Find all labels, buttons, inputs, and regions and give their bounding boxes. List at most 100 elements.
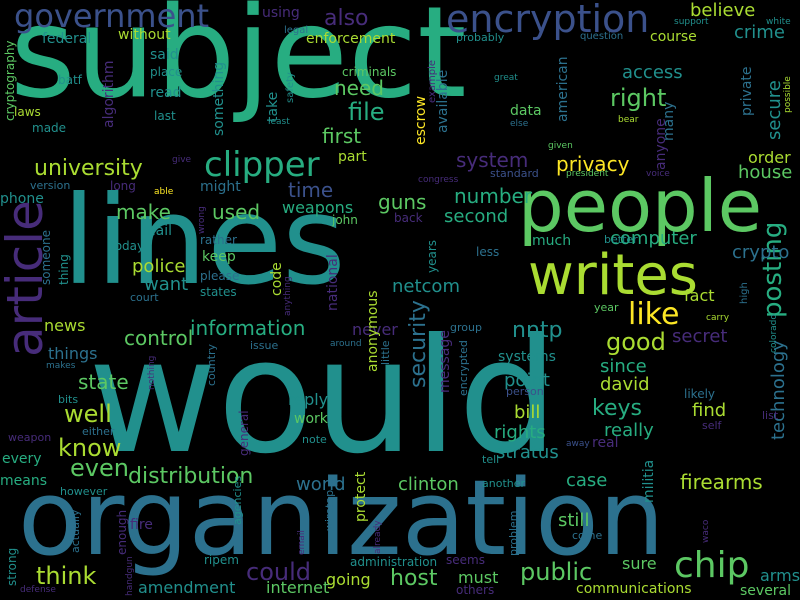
word-standard: standard [490,167,539,180]
word-point: point [504,370,550,391]
word-person: person [506,385,544,398]
word-crypto: crypto [732,242,790,263]
word-need: need [334,76,384,100]
word-weapon: weapon [8,431,52,444]
word-given: given [548,141,573,151]
word-legal: legal [284,25,309,36]
word-work: work [294,411,328,427]
word-said: said [150,47,179,63]
word-state: state [78,370,129,394]
word-right: right [610,84,667,112]
word-around: around [330,339,362,349]
word-american: american [555,56,571,122]
word-writes: writes [528,243,698,308]
word-host: host [390,566,438,591]
word-white: white [766,17,791,27]
word-voice: voice [646,169,670,179]
word-someone: someone [39,230,53,285]
word-handgun: handgun [125,556,135,596]
word-know: know [58,434,122,462]
word-militia: militia [641,460,657,504]
word-first: first [322,124,362,148]
word-rather: rather [200,233,237,247]
word-actually: actually [69,510,82,554]
word-come: come [572,529,603,542]
word-seems: seems [446,553,485,567]
word-like: like [628,297,680,332]
word-less: less [476,245,500,259]
word-without: without [118,27,171,43]
word-chip: chip [674,545,750,586]
word-private: private [739,66,755,116]
word-guns: guns [378,190,427,214]
word-ripem: ripem [204,553,239,567]
word-another: another [482,477,526,490]
word-administration: administration [350,555,438,569]
word-wiretap: wiretap [323,490,336,532]
word-probably: probably [456,31,505,44]
word-public: public [520,558,593,586]
word-since: since [600,356,647,377]
word-able: able [154,187,174,197]
word-anonymous: anonymous [365,290,381,372]
word-news: news [44,316,86,335]
word-system: system [456,148,529,172]
word-waco: waco [701,520,711,544]
word-course: course [650,29,697,45]
word-court: court [130,291,159,304]
word-question: question [580,31,624,42]
word-access: access [622,62,683,83]
word-something: something [211,62,227,137]
word-control: control [124,326,194,350]
word-note: note [302,433,327,446]
word-rights: rights [494,422,546,443]
word-posting: posting [758,222,788,319]
word-example: example [427,60,438,104]
word-weapons: weapons [282,198,354,217]
word-wrong: wrong [197,206,207,234]
word-house: house [738,162,793,183]
word-firearms: firearms [680,470,763,494]
word-information: information [190,316,306,340]
word-even: even [70,454,129,482]
word-privacy: privacy [556,152,630,176]
word-version: version [30,179,71,192]
word-lines: lines [62,170,346,312]
word-part: part [338,149,367,165]
word-algorithm: algorithm [101,60,117,128]
word-message: message [437,330,453,393]
word-available: available [435,70,451,134]
word-distribution: distribution [128,464,254,489]
word-code: code [269,262,285,296]
word-data: data [510,103,542,119]
word-likely: likely [684,387,716,401]
word-crime: crime [734,22,785,43]
word-carry: carry [706,313,730,323]
word-possible: possible [783,76,793,113]
word-communications: communications [576,581,692,597]
word-tell: tell [482,453,500,466]
word-agencies: agencies [231,476,244,526]
word-much: much [532,233,572,249]
word-must: must [458,568,499,587]
word-enough: enough [115,510,129,556]
word-many: many [661,102,677,142]
word-last: last [154,109,176,123]
word-president: president [566,169,609,179]
word-years: years [425,240,439,274]
word-please: please [200,269,240,283]
word-read: read [150,85,182,101]
word-escrow: escrow [413,96,429,146]
word-give: give [172,155,192,165]
word-case: case [566,470,608,491]
word-netcom: netcom [392,276,460,297]
word-clinton: clinton [398,474,459,495]
word-find: find [692,400,727,421]
word-computer: computer [610,228,697,249]
word-going: going [326,570,371,589]
word-could: could [246,558,311,586]
word-support: support [674,17,709,27]
word-keep: keep [202,249,236,265]
word-mail: mail [142,223,172,239]
word-issue: issue [250,339,279,352]
